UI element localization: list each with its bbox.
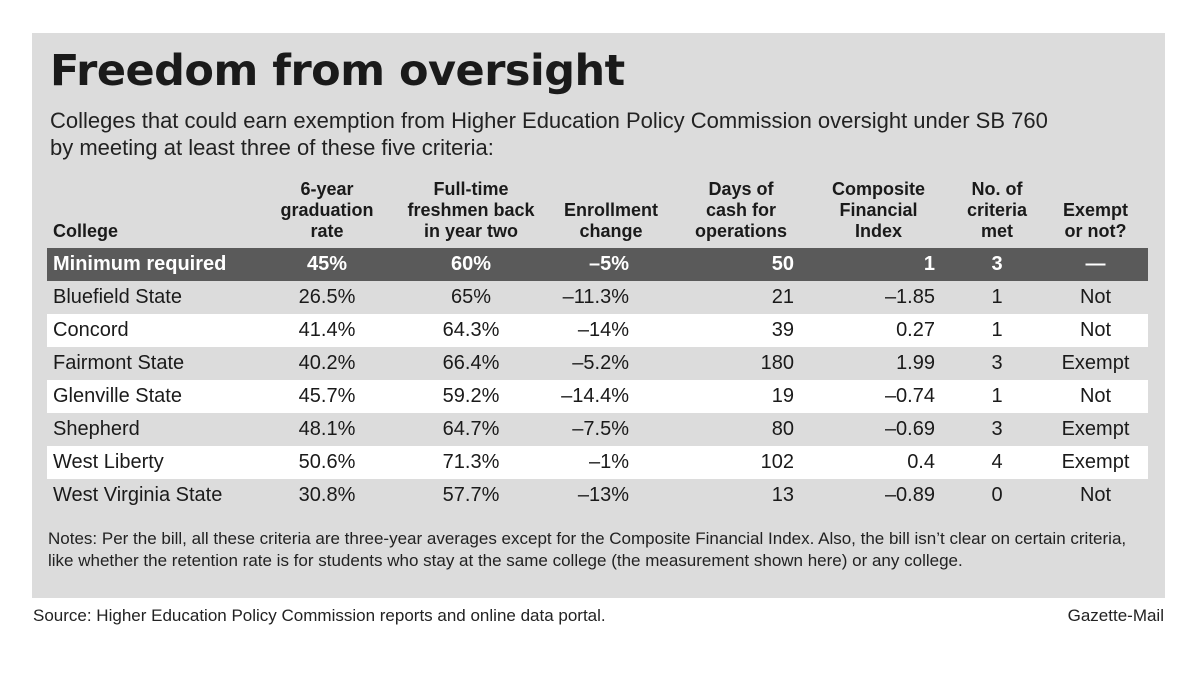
column-header-exempt-status: Exempt or not? <box>1062 200 1129 241</box>
table-row: Concord 41.4% 64.3% –14% 39 0.27 1 Not <box>47 314 1148 347</box>
cell-enrollment-change: –7.5% <box>572 418 629 440</box>
cell-days-of-cash: 13 <box>771 484 794 506</box>
cell-criteria-met: 1 <box>991 286 1003 308</box>
cell-exempt-status: Not <box>1079 484 1112 506</box>
column-header-composite-financial-index: Composite Financial Index <box>831 179 925 241</box>
cell-composite-financial-index: –1.85 <box>884 286 935 308</box>
cell-exempt-status: Exempt <box>1061 418 1130 440</box>
cell-graduation-rate: 45.7% <box>258 380 396 413</box>
cell-graduation-rate: 26.5% <box>298 286 356 308</box>
cell-enrollment-change: –1% <box>546 446 676 479</box>
cell-freshmen-retention: 57.7% <box>442 484 500 506</box>
cell-college: Shepherd <box>53 418 140 440</box>
cell-days-of-cash: 80 <box>771 418 794 440</box>
table-row: Shepherd 48.1% 64.7% –7.5% 80 –0.69 3 Exempt <box>47 413 1148 446</box>
column-header-days-of-cash: Days of cash for operations <box>694 179 787 241</box>
cell-criteria-met: 3 <box>991 352 1003 374</box>
cell-college: Bluefield State <box>53 286 182 308</box>
cell-composite-financial-index: –0.89 <box>884 484 935 506</box>
cell-composite-financial-index: –0.69 <box>884 418 935 440</box>
cell-exempt-status: Exempt <box>1043 446 1148 479</box>
column-header-enrollment-change: Enrollment change <box>563 200 658 241</box>
cell-exempt-status: — <box>1043 248 1148 281</box>
cell-graduation-rate: 41.4% <box>258 314 396 347</box>
cell-days-of-cash: 19 <box>676 380 806 413</box>
cell-criteria-met: 1 <box>951 314 1043 347</box>
cell-criteria-met: 4 <box>951 446 1043 479</box>
cell-freshmen-retention: 71.3% <box>396 446 546 479</box>
table-row: West Liberty 50.6% 71.3% –1% 102 0.4 4 Exempt <box>47 446 1148 479</box>
subtitle: Colleges that could earn exemption from … <box>50 108 1048 160</box>
cell-enrollment-change: –5.2% <box>572 352 629 374</box>
cell-college: West Liberty <box>47 446 258 479</box>
column-header-graduation-rate: 6-year graduation rate <box>280 179 374 241</box>
cell-freshmen-retention: 65% <box>450 286 492 308</box>
column-header-college: College <box>53 221 119 241</box>
cell-college: Glenville State <box>47 380 258 413</box>
cell-graduation-rate: 50.6% <box>258 446 396 479</box>
cell-graduation-rate: 40.2% <box>298 352 356 374</box>
credit: Gazette-Mail <box>1067 606 1164 625</box>
cell-college: Fairmont State <box>53 352 185 374</box>
table-row: Glenville State 45.7% 59.2% –14.4% 19 –0.74 1 N… <box>47 380 1148 413</box>
cell-composite-financial-index: 1 <box>806 248 951 281</box>
cell-exempt-status: Not <box>1043 380 1148 413</box>
cell-freshmen-retention: 64.3% <box>396 314 546 347</box>
cell-graduation-rate: 45% <box>258 248 396 281</box>
criteria-table: College 6-year graduation rate Full-time fres… <box>47 172 1148 512</box>
table-row: Bluefield State 26.5% 65% –11.3% 21 –1.85 1 Not <box>47 281 1148 314</box>
cell-college: Concord <box>47 314 258 347</box>
minimum-required-row: Minimum required 45% 60% –5% 50 1 3— <box>47 248 1148 281</box>
cell-enrollment-change: –14.4% <box>546 380 676 413</box>
cell-exempt-status: Not <box>1079 286 1112 308</box>
cell-graduation-rate: 30.8% <box>298 484 356 506</box>
cell-criteria-met: 1 <box>951 380 1043 413</box>
cell-days-of-cash: 39 <box>676 314 806 347</box>
table-row: West Virginia State 30.8% 57.7% –13% 13 –0.89… <box>47 479 1148 512</box>
cell-days-of-cash: 50 <box>676 248 806 281</box>
notes: Notes: Per the bill, all these criteria … <box>48 529 1127 570</box>
cell-freshmen-retention: 60% <box>396 248 546 281</box>
cell-days-of-cash: 21 <box>771 286 794 308</box>
cell-enrollment-change: –14% <box>546 314 676 347</box>
cell-days-of-cash: 102 <box>676 446 806 479</box>
cell-criteria-met: 3 <box>991 418 1003 440</box>
cell-composite-financial-index: 0.4 <box>806 446 951 479</box>
source-line: Source: Higher Education Policy Commissi… <box>33 606 606 625</box>
cell-graduation-rate: 48.1% <box>298 418 356 440</box>
cell-composite-financial-index: 0.27 <box>806 314 951 347</box>
cell-freshmen-retention: 59.2% <box>396 380 546 413</box>
cell-enrollment-change: –13% <box>577 484 629 506</box>
cell-exempt-status: Not <box>1043 314 1148 347</box>
cell-composite-financial-index: 1.99 <box>896 352 935 374</box>
cell-freshmen-retention: 64.7% <box>442 418 500 440</box>
cell-enrollment-change: –5% <box>546 248 676 281</box>
column-header-freshmen-retention: Full-time freshmen back in year two <box>407 179 535 241</box>
cell-freshmen-retention: 66.4% <box>442 352 500 374</box>
cell-criteria-met: 0 <box>991 484 1003 506</box>
column-header-criteria-met: No. of criteria met <box>966 179 1028 241</box>
table-row: Fairmont State 40.2% 66.4% –5.2% 180 1.99 3 Exe… <box>47 347 1148 380</box>
cell-college: West Virginia State <box>53 484 223 506</box>
cell-days-of-cash: 180 <box>760 352 794 374</box>
page-title: Freedom from oversight <box>50 46 625 96</box>
cell-college: Minimum required <box>47 248 258 281</box>
cell-criteria-met: 3 <box>951 248 1043 281</box>
header-row: College 6-year graduation rate Full-time fres… <box>47 172 1148 248</box>
cell-composite-financial-index: –0.74 <box>806 380 951 413</box>
cell-enrollment-change: –11.3% <box>562 286 629 308</box>
cell-exempt-status: Exempt <box>1061 352 1130 374</box>
